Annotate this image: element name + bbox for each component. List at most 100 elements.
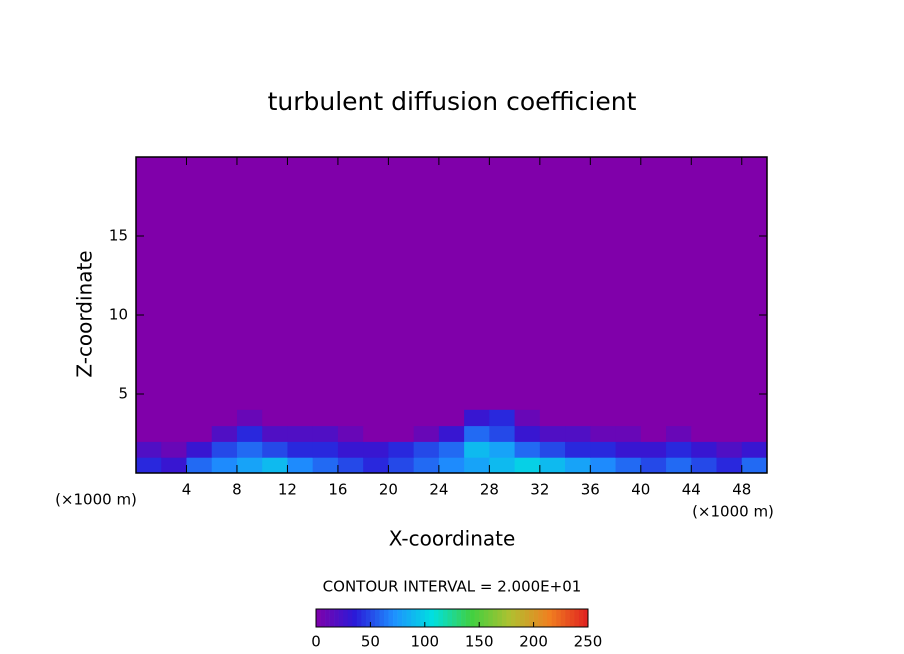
colorbar-swatch — [334, 609, 339, 627]
colorbar-swatch — [374, 609, 380, 627]
colorbar-tick-label: 250 — [574, 633, 603, 651]
heat-cell — [388, 457, 415, 474]
colorbar-swatch — [429, 609, 435, 627]
heat-cell — [640, 409, 667, 427]
heat-cell — [236, 409, 263, 427]
colorbar-swatch — [465, 609, 471, 627]
colorbar-swatch — [352, 609, 358, 627]
colorbar-tick-label: 150 — [465, 633, 494, 651]
colorbar-swatch — [361, 609, 367, 627]
colorbar-swatch — [316, 609, 321, 627]
colorbar-swatch — [461, 609, 466, 627]
colorbar-swatch — [402, 609, 407, 627]
colorbar-swatch — [474, 609, 480, 627]
heat-cell — [514, 425, 541, 442]
heat-cell — [438, 457, 465, 474]
x-axis-label: X-coordinate — [389, 527, 516, 551]
heat-cell — [716, 457, 743, 474]
colorbar-swatch — [574, 609, 580, 627]
colorbar-swatch — [520, 609, 525, 627]
colorbar-swatch — [583, 609, 589, 627]
heat-cell — [539, 425, 566, 442]
colorbar-swatch — [347, 609, 353, 627]
heat-cell — [186, 457, 213, 474]
heat-cell — [464, 441, 490, 458]
heat-cell — [388, 409, 415, 427]
colorbar-swatch — [533, 609, 539, 627]
x-tick-label: 8 — [232, 481, 242, 499]
heat-cell — [590, 425, 617, 442]
heat-cell — [413, 425, 440, 442]
x-tick-label: 44 — [682, 481, 701, 499]
colorbar-swatch — [320, 609, 326, 627]
y-tick-label: 5 — [118, 385, 128, 403]
heat-cell — [413, 441, 440, 458]
heat-cell — [388, 425, 415, 442]
heat-cell — [666, 409, 692, 427]
heat-cell — [539, 441, 566, 458]
heat-cell — [186, 409, 213, 427]
heat-cell — [640, 457, 667, 474]
colorbar-swatch — [569, 609, 575, 627]
colorbar-swatch — [529, 609, 534, 627]
colorbar-swatch — [506, 609, 512, 627]
heat-cell — [565, 425, 591, 442]
colorbar-swatch — [578, 609, 584, 627]
heat-cell — [615, 457, 642, 474]
colorbar-tick-label: 50 — [361, 633, 380, 651]
heat-cell — [565, 441, 591, 458]
colorbar-swatch — [406, 609, 412, 627]
colorbar-swatch — [384, 609, 389, 627]
colorbar-swatch — [447, 609, 453, 627]
colorbar-swatch — [424, 609, 430, 627]
heat-cell — [691, 457, 718, 474]
heat-cell — [514, 441, 541, 458]
heat-cell — [514, 409, 541, 427]
heat-cell — [287, 441, 314, 458]
x-tick-label: 24 — [429, 481, 448, 499]
heat-cell — [312, 457, 339, 474]
x-tick-label: 4 — [182, 481, 192, 499]
colorbar-swatch — [420, 609, 426, 627]
heat-cell — [666, 457, 692, 474]
colorbar-swatch — [338, 609, 344, 627]
heat-cell — [741, 441, 768, 458]
x-tick-label: 20 — [379, 481, 398, 499]
colorbar-swatch — [515, 609, 521, 627]
x-tick-label: 36 — [581, 481, 600, 499]
heat-cell — [590, 441, 617, 458]
heat-cell — [413, 457, 440, 474]
colorbar-swatch — [492, 609, 498, 627]
colorbar-swatch — [483, 609, 489, 627]
colorbar-swatch — [365, 609, 371, 627]
heat-cell — [716, 425, 743, 442]
heat-cell — [691, 425, 718, 442]
heat-cell — [489, 441, 516, 458]
heat-cell — [337, 457, 364, 474]
x-tick-label: 12 — [278, 481, 297, 499]
heat-cell — [716, 441, 743, 458]
heat-cell — [363, 425, 389, 442]
colorbar-swatch — [565, 609, 571, 627]
heat-cell — [136, 457, 162, 474]
heat-cell — [262, 457, 288, 474]
heat-cell — [615, 425, 642, 442]
heat-cell — [161, 425, 187, 442]
heat-cell — [590, 457, 617, 474]
y-tick-label: 10 — [109, 306, 128, 324]
chart-title: turbulent diffusion coefficient — [268, 87, 637, 116]
colorbar-swatch — [433, 609, 439, 627]
colorbar-swatch — [547, 609, 553, 627]
heat-cell — [489, 457, 516, 474]
heat-cell — [741, 409, 768, 427]
colorbar-tick-label: 100 — [410, 633, 439, 651]
heat-cell — [615, 441, 642, 458]
heat-cell — [211, 441, 238, 458]
colorbar-swatch — [343, 609, 349, 627]
heat-cell — [363, 441, 389, 458]
x-tick-label: 40 — [631, 481, 650, 499]
heat-cell — [262, 425, 288, 442]
colorbar-swatch — [329, 609, 335, 627]
heat-cell — [287, 425, 314, 442]
